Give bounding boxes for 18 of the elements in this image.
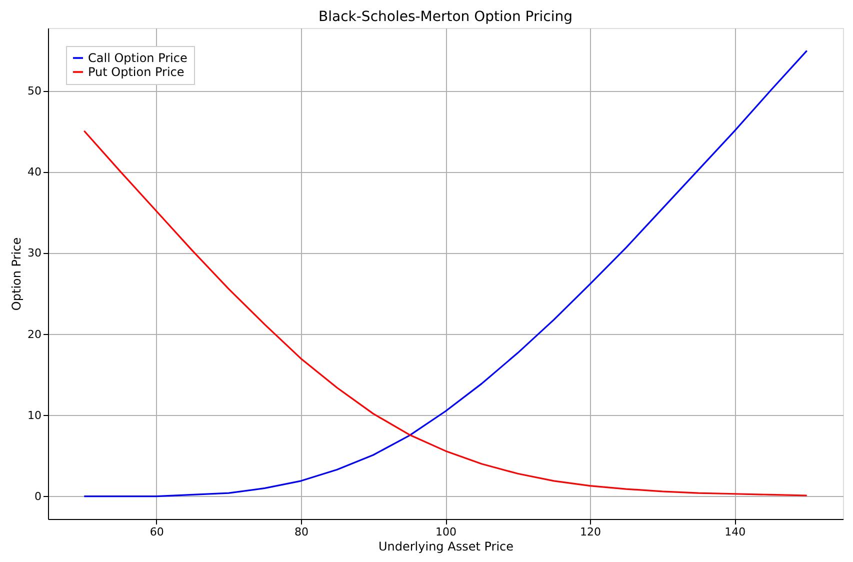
line-series — [83, 50, 808, 498]
x-tick-label: 100 — [436, 526, 456, 538]
x-tick-label: 80 — [294, 526, 308, 538]
x-axis-title: Underlying Asset Price — [378, 540, 514, 554]
y-tick-label: 10 — [28, 408, 42, 422]
x-tick-label: 120 — [580, 526, 602, 538]
legend-label: Put Option Price — [88, 65, 184, 79]
x-tick-label: 140 — [724, 526, 746, 538]
y-tick-label: 40 — [28, 166, 42, 179]
y-tick-label: 50 — [28, 84, 42, 98]
legend-label: Call Option Price — [88, 51, 188, 65]
chart-title: Black-Scholes-Merton Option Pricing — [318, 9, 572, 25]
y-axis-title: Option Price — [10, 237, 24, 311]
line-series — [83, 130, 808, 496]
y-tick-label: 0 — [34, 490, 42, 503]
y-tick-label: 20 — [28, 328, 42, 341]
y-tick-label: 30 — [28, 246, 42, 260]
x-tick-label: 60 — [150, 526, 164, 538]
